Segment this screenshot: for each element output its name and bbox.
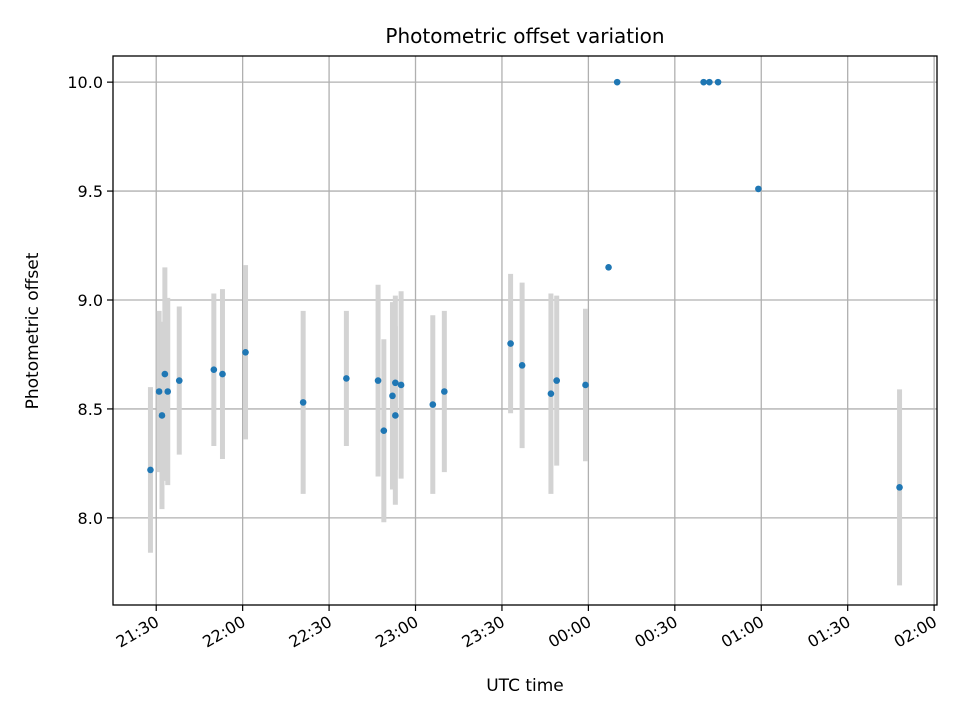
data-point — [605, 264, 612, 271]
data-point — [210, 366, 218, 374]
data-point — [161, 370, 169, 378]
data-point — [164, 388, 172, 395]
y-tick-label: 10.0 — [67, 73, 103, 92]
data-point — [299, 399, 307, 406]
data-point — [714, 78, 722, 86]
data-point — [343, 375, 350, 382]
data-point — [582, 381, 589, 389]
data-point — [706, 78, 713, 86]
y-tick-label: 8.5 — [78, 400, 103, 419]
data-point — [380, 427, 388, 435]
data-point — [755, 185, 762, 193]
data-point — [389, 392, 396, 400]
data-point — [219, 370, 226, 378]
x-axis-title: UTC time — [486, 676, 564, 696]
data-point — [441, 388, 448, 395]
data-point — [553, 377, 560, 384]
data-point — [429, 401, 437, 408]
data-point — [547, 390, 555, 397]
y-tick-label: 9.0 — [78, 291, 103, 310]
y-tick-label: 9.5 — [78, 182, 103, 201]
data-point — [374, 377, 382, 384]
data-point — [392, 412, 399, 419]
grid — [113, 56, 937, 605]
data-point — [147, 466, 154, 474]
data-point — [896, 484, 903, 491]
data-point — [155, 388, 163, 395]
y-axis-ticks: 8.0 8.5 9.0 9.5 10.0 — [67, 73, 113, 528]
chart-title: Photometric offset variation — [385, 24, 664, 48]
data-point — [242, 348, 249, 356]
data-points — [147, 78, 903, 491]
plot-frame — [112, 55, 938, 606]
y-axis-title: Photometric offset — [23, 252, 43, 409]
data-point — [397, 381, 405, 389]
data-point — [507, 340, 514, 347]
data-point — [613, 78, 621, 86]
data-point — [518, 362, 526, 369]
data-point — [700, 78, 707, 86]
data-point — [175, 377, 183, 384]
y-tick-label: 8.0 — [78, 509, 103, 528]
data-point — [392, 379, 399, 387]
data-point — [158, 412, 166, 419]
